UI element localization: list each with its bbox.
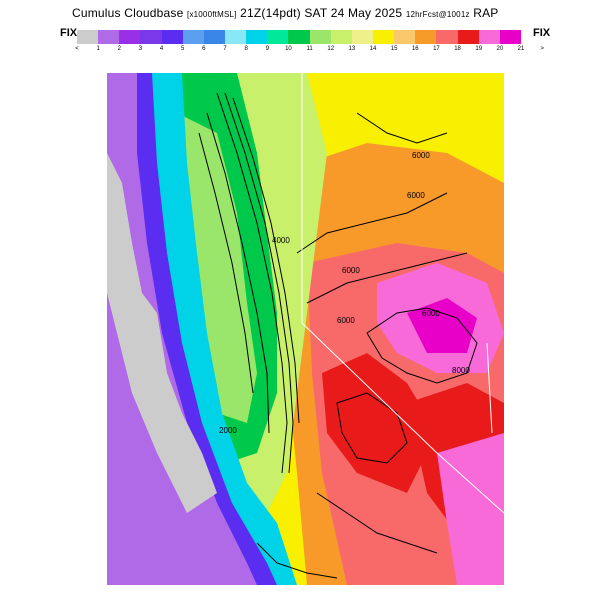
zone-cyan — [147, 73, 297, 585]
colorbar-swatch — [161, 30, 183, 44]
colorbar-swatch — [499, 30, 521, 44]
zone-ocean-purple — [107, 373, 207, 585]
colorbar-tick-label: 15 — [390, 46, 398, 52]
colorbar-tick-label: 19 — [475, 46, 483, 52]
state-border-east — [486, 342, 493, 434]
state-border — [301, 73, 504, 514]
zone-valley — [177, 113, 257, 423]
colorbar-tick-label: 16 — [411, 46, 419, 52]
colorbar-swatch — [309, 30, 331, 44]
colorbar-tick-label: 20 — [496, 46, 504, 52]
colorbar-tick-label: 11 — [306, 46, 313, 52]
colorbar-swatch — [415, 30, 437, 44]
contour-label-group: 6000 6000 6000 6000 2000 4000 6000 8000 — [219, 151, 470, 435]
colorbar-swatch — [457, 30, 479, 44]
colorbar-swatch — [77, 30, 99, 44]
contour-label: 6000 — [342, 266, 360, 275]
colorbar-swatch — [203, 30, 225, 44]
colorbar-swatch — [351, 30, 373, 44]
colorbar-swatch — [372, 30, 395, 44]
colorbar-tick-label: 12 — [327, 46, 335, 52]
colorbar-swatch — [394, 30, 416, 44]
colorbar-tick-label: 6 — [202, 46, 206, 52]
colorbar-left-label: FIX — [60, 27, 78, 39]
contour-label: 6000 — [337, 316, 355, 325]
colorbar-tick-label: 10 — [285, 46, 292, 52]
colorbar-tick-label: 21 — [517, 46, 525, 52]
colorbar-tick-label: 17 — [433, 46, 440, 52]
zone-pink-south — [437, 433, 504, 585]
title-valid-time: 21Z(14pdt) SAT 24 May 2025 — [240, 6, 403, 20]
colorbar-swatch — [140, 30, 162, 44]
colorbar-tick-label: 2 — [117, 46, 121, 52]
contour-lines — [198, 92, 478, 579]
title-main: Cumulus Cloudbase — [72, 6, 184, 20]
contour-label: 8000 — [452, 366, 470, 375]
zone-magenta — [407, 298, 477, 353]
colorbar-tick-label: 3 — [138, 46, 143, 52]
colorbar-swatch — [119, 30, 141, 44]
title-model: RAP — [473, 6, 499, 20]
colorbar-swatch — [246, 30, 268, 44]
title-forecast: 12hrFcst@1001z — [405, 10, 470, 19]
colorbar-tick-label: 7 — [223, 46, 227, 52]
colorbar-swatch — [267, 30, 289, 44]
colorbar-swatch — [436, 30, 458, 44]
colorbar-tick-label: 4 — [159, 46, 164, 52]
contour-label: 6000 — [407, 191, 425, 200]
colorbar-swatch — [182, 30, 204, 44]
colorbar-tick-label: < — [75, 46, 79, 52]
contour-label: 6000 — [412, 151, 430, 160]
title-units: [x1000ftMSL] — [187, 10, 237, 19]
colorbar-tick-label: 13 — [348, 46, 356, 52]
contour-label: 2000 — [219, 426, 237, 435]
colorbar-swatch — [288, 30, 310, 44]
colorbar-swatch — [478, 30, 500, 44]
contour-label: 6000 — [422, 309, 440, 318]
colorbar-right-label: FIX — [533, 27, 551, 39]
zone-ocean — [107, 153, 217, 513]
colorbar-swatch — [98, 30, 120, 44]
colorbar-swatch — [330, 30, 352, 44]
colorbar-tick-label: 9 — [265, 46, 269, 52]
colorbar-tick-label: 8 — [244, 46, 248, 52]
zone-red — [322, 353, 437, 493]
colorbar-ticks: <1 2 3 4 5 6 7 8 9 10 11 12 13 14 15 16 17 18 19 20 21 > — [72, 46, 544, 56]
map-panel: 6000 6000 6000 6000 2000 4000 6000 8000 — [107, 73, 504, 585]
colorbar-swatch — [224, 30, 247, 44]
cloudbase-map: 6000 6000 6000 6000 2000 4000 6000 8000 — [107, 73, 504, 585]
colorbar-tick-label: 5 — [181, 46, 185, 52]
colorbar-tick-label: 1 — [96, 46, 100, 52]
colorbar-tick-label: 14 — [369, 46, 377, 52]
colorbar — [77, 30, 521, 44]
colorbar-tick-label: > — [540, 46, 544, 52]
colorbar-tick-label: 18 — [454, 46, 461, 52]
title-bar: Cumulus Cloudbase [x1000ftMSL] 21Z(14pdt… — [0, 6, 611, 22]
chart-title: Cumulus Cloudbase [x1000ftMSL] 21Z(14pdt… — [72, 6, 499, 20]
contour-label: 4000 — [272, 236, 290, 245]
